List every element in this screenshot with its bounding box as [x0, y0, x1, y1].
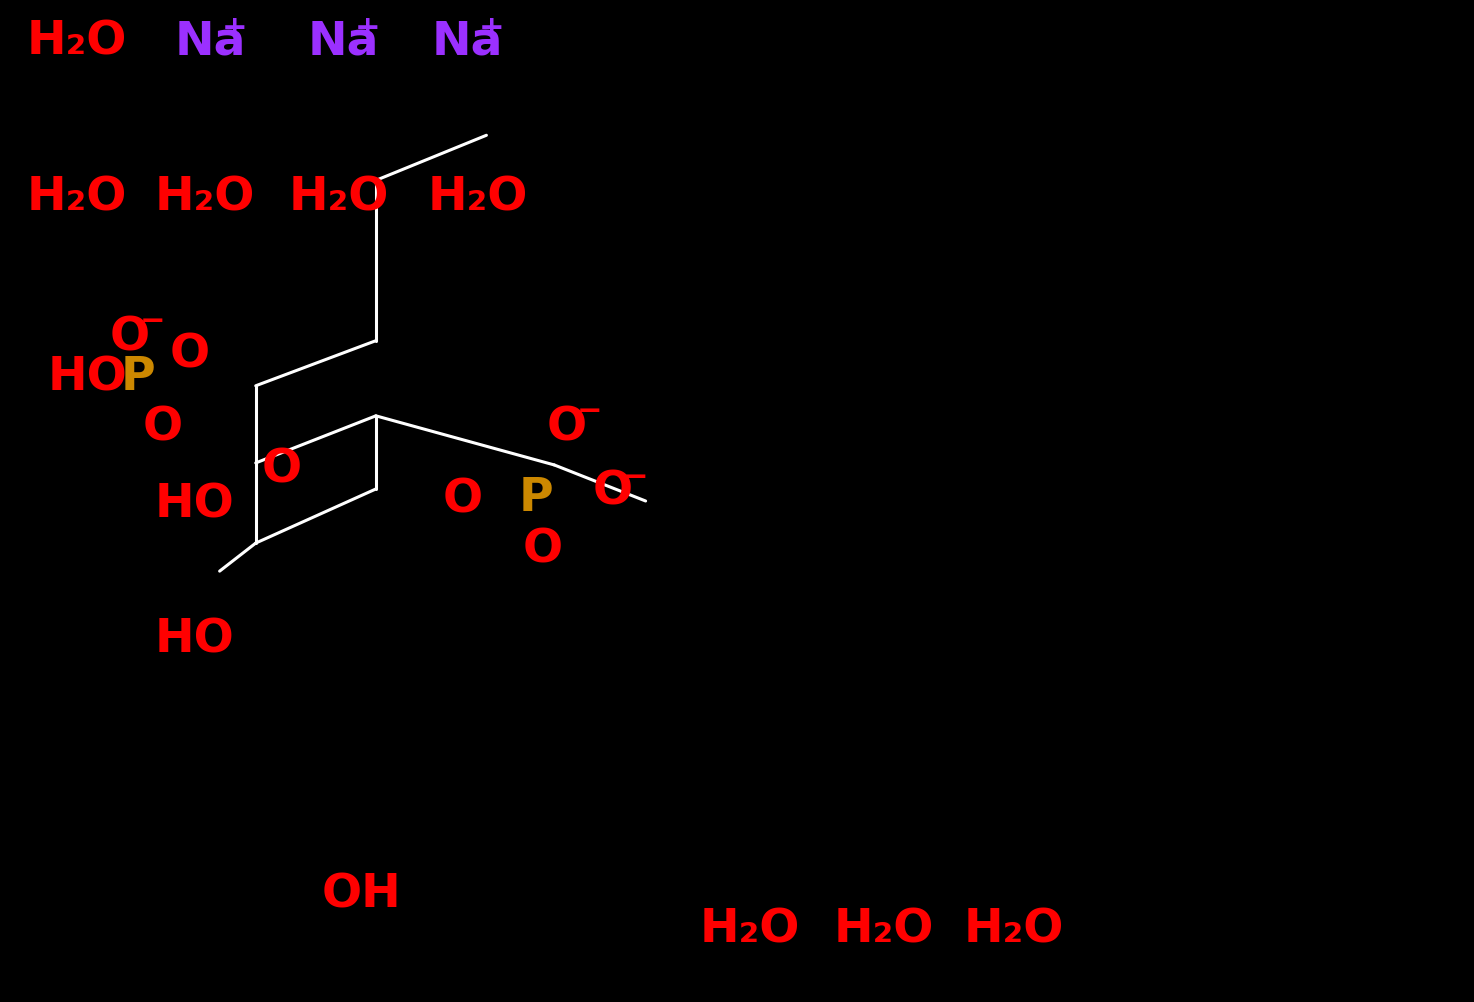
- Text: O: O: [523, 527, 563, 572]
- Text: O: O: [170, 333, 211, 378]
- Text: O: O: [444, 478, 483, 522]
- Text: O: O: [111, 316, 150, 361]
- Text: Na: Na: [175, 19, 246, 64]
- Text: HO: HO: [155, 617, 234, 662]
- Text: Na: Na: [308, 19, 379, 64]
- Text: −: −: [576, 398, 603, 427]
- Text: H₂O: H₂O: [27, 175, 127, 220]
- Text: H₂O: H₂O: [155, 175, 255, 220]
- Text: −: −: [140, 308, 165, 337]
- Text: H₂O: H₂O: [964, 908, 1064, 953]
- Text: HO: HO: [155, 483, 234, 527]
- Text: H₂O: H₂O: [289, 175, 389, 220]
- Text: P: P: [121, 356, 156, 401]
- Text: O: O: [593, 470, 634, 514]
- Text: +: +: [479, 13, 504, 42]
- Text: −: −: [624, 463, 649, 492]
- Text: O: O: [143, 406, 183, 451]
- Text: H₂O: H₂O: [834, 908, 935, 953]
- Text: +: +: [355, 13, 380, 42]
- Text: HO: HO: [49, 356, 128, 401]
- Text: P: P: [519, 476, 554, 520]
- Text: H₂O: H₂O: [27, 19, 127, 64]
- Text: O: O: [547, 406, 587, 451]
- Text: Na: Na: [432, 19, 504, 64]
- Text: H₂O: H₂O: [427, 175, 528, 220]
- Text: H₂O: H₂O: [700, 908, 800, 953]
- Text: O: O: [262, 448, 302, 493]
- Text: +: +: [223, 13, 248, 42]
- Text: OH: OH: [321, 873, 402, 918]
